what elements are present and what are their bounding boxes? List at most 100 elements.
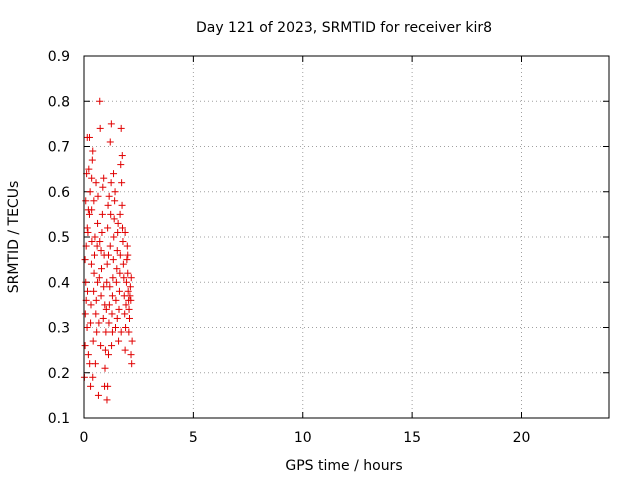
y-tick-label: 0.8	[48, 94, 70, 110]
data-point	[84, 287, 91, 295]
data-point	[100, 174, 108, 182]
data-point	[94, 192, 102, 200]
data-point	[98, 265, 105, 273]
data-point	[121, 310, 129, 318]
data-point	[121, 228, 129, 236]
data-point	[111, 188, 119, 196]
data-point	[116, 251, 124, 259]
x-tick-label: 5	[189, 430, 198, 446]
data-point	[92, 179, 100, 187]
data-point	[102, 328, 110, 336]
y-tick-label: 0.9	[48, 49, 70, 65]
data-point	[89, 373, 97, 381]
x-tick-label: 20	[513, 430, 531, 446]
data-point	[117, 161, 125, 169]
data-point	[82, 278, 90, 286]
data-point	[128, 360, 136, 368]
data-point	[103, 260, 111, 268]
data-point	[89, 337, 97, 345]
y-tick-label: 0.5	[48, 230, 70, 246]
data-point	[106, 138, 114, 146]
data-point	[106, 283, 114, 291]
data-point	[88, 174, 96, 182]
data-point	[124, 251, 132, 259]
data-point	[126, 314, 133, 322]
data-point	[86, 188, 94, 196]
data-point	[109, 274, 117, 282]
data-point	[98, 210, 106, 218]
data-points	[80, 97, 136, 404]
data-point	[118, 179, 126, 187]
data-point	[124, 269, 132, 277]
data-point	[107, 179, 115, 187]
data-point	[123, 256, 131, 264]
data-point	[108, 328, 116, 336]
data-point	[97, 247, 105, 255]
data-point	[110, 215, 118, 223]
x-tick-label: 0	[80, 430, 89, 446]
data-point	[117, 124, 125, 132]
data-point	[98, 228, 106, 236]
gridlines	[84, 56, 609, 418]
data-point	[112, 278, 120, 286]
data-point	[100, 283, 108, 291]
data-point	[114, 219, 122, 227]
data-point	[101, 346, 109, 354]
data-point	[81, 310, 89, 318]
data-point	[95, 274, 103, 282]
data-point	[83, 224, 91, 232]
plot-frame	[83, 55, 610, 419]
data-point	[104, 201, 112, 209]
data-point	[104, 224, 112, 232]
data-point	[90, 287, 98, 295]
y-tick-label: 0.1	[48, 411, 70, 427]
data-point	[87, 260, 95, 268]
data-point	[106, 242, 114, 250]
data-point	[96, 124, 104, 132]
data-point	[112, 324, 119, 331]
data-point	[84, 228, 92, 236]
data-point	[90, 197, 98, 205]
data-point	[122, 324, 130, 331]
data-point	[101, 301, 109, 309]
data-point	[88, 206, 96, 214]
data-point	[123, 242, 131, 250]
data-point	[105, 192, 113, 200]
data-point	[124, 287, 132, 295]
data-point	[126, 292, 134, 300]
data-point	[87, 382, 95, 390]
data-point	[105, 319, 113, 327]
data-point	[96, 97, 104, 105]
data-point	[128, 337, 136, 345]
data-point	[91, 251, 98, 259]
data-point	[97, 342, 105, 350]
data-point	[104, 382, 112, 390]
data-point	[118, 201, 126, 209]
data-point	[85, 165, 93, 173]
data-point	[108, 310, 116, 318]
data-point	[82, 197, 90, 205]
data-point	[127, 296, 135, 304]
data-point	[93, 242, 101, 250]
data-point	[109, 256, 117, 264]
y-tick-label: 0.4	[48, 275, 70, 291]
data-point	[94, 219, 102, 227]
x-tick-label: 10	[294, 430, 312, 446]
data-point	[113, 247, 121, 255]
data-point	[108, 342, 116, 350]
data-point	[115, 305, 123, 313]
data-point	[110, 170, 118, 178]
data-point	[107, 120, 115, 128]
data-point	[107, 210, 115, 218]
y-tick-label: 0.3	[48, 321, 70, 337]
data-point	[113, 265, 121, 273]
data-point	[89, 147, 97, 155]
y-axis-label: SRMTID / TECUs	[6, 181, 22, 294]
data-point	[119, 224, 126, 232]
data-point	[94, 391, 102, 399]
data-point	[111, 197, 119, 205]
data-point	[113, 314, 121, 322]
data-point	[93, 328, 101, 336]
data-point	[99, 314, 107, 322]
